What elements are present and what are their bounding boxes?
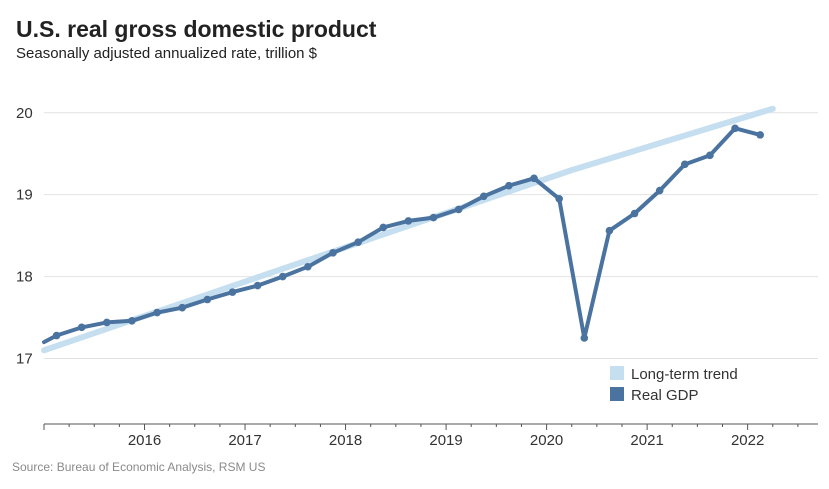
gdp-point [706,151,714,160]
x-tick-label: 2020 [530,432,563,449]
gdp-point [630,209,639,218]
gdp-point [203,295,212,304]
legend-swatch [610,366,624,380]
gdp-point [681,160,689,169]
gridlines [44,112,818,359]
trend-line [41,105,776,354]
gdp-point [655,186,664,195]
gdp-point [153,308,161,317]
x-axis: 2016 2017 2018 2019 2020 2021 2022 [43,423,818,449]
gdp-point [278,272,287,281]
gdp-point [304,262,312,271]
gdp-point [605,226,614,235]
x-tick-label: 2019 [429,432,462,449]
gdp-point [429,213,438,222]
y-tick-label: 17 [16,350,33,367]
gdp-point [354,238,362,246]
chart-title: U.S. real gross domestic product [16,16,377,42]
gdp-point [731,124,739,133]
gdp-point [404,217,413,225]
gdp-point [479,192,488,201]
x-tick-label: 2018 [329,432,362,449]
chart-subtitle: Seasonally adjusted annualized rate, tri… [16,45,318,62]
legend-label: Long-term trend [631,366,738,383]
gdp-line [42,126,763,345]
gdp-point [178,303,187,312]
legend-swatch [610,387,624,401]
legend-label: Real GDP [631,387,699,404]
x-tick-label: 2016 [128,432,161,449]
y-tick-labels: 17 18 19 20 [16,105,33,368]
y-tick-label: 18 [16,269,33,286]
gdp-point [128,317,136,325]
y-tick-label: 19 [16,187,33,204]
gdp-point [52,331,61,340]
gdp-point [530,174,538,183]
gdp-point [379,223,388,232]
legend: Long-term trend Real GDP [610,366,738,404]
gdp-point [228,288,237,296]
y-tick-label: 20 [16,105,33,122]
gdp-point [454,205,463,214]
gdp-point [505,181,513,190]
x-tick-label: 2017 [228,432,261,449]
x-tick-label: 2021 [630,432,663,449]
gdp-point [555,194,563,203]
gdp-point [580,334,589,342]
x-tick-label: 2022 [731,432,764,449]
gdp-point [253,281,262,290]
gdp-point [756,131,765,139]
gdp-point [103,318,111,327]
gdp-point [77,323,86,332]
source-note: Source: Bureau of Economic Analysis, RSM… [12,460,266,474]
gdp-point [329,249,337,257]
series [41,105,776,354]
